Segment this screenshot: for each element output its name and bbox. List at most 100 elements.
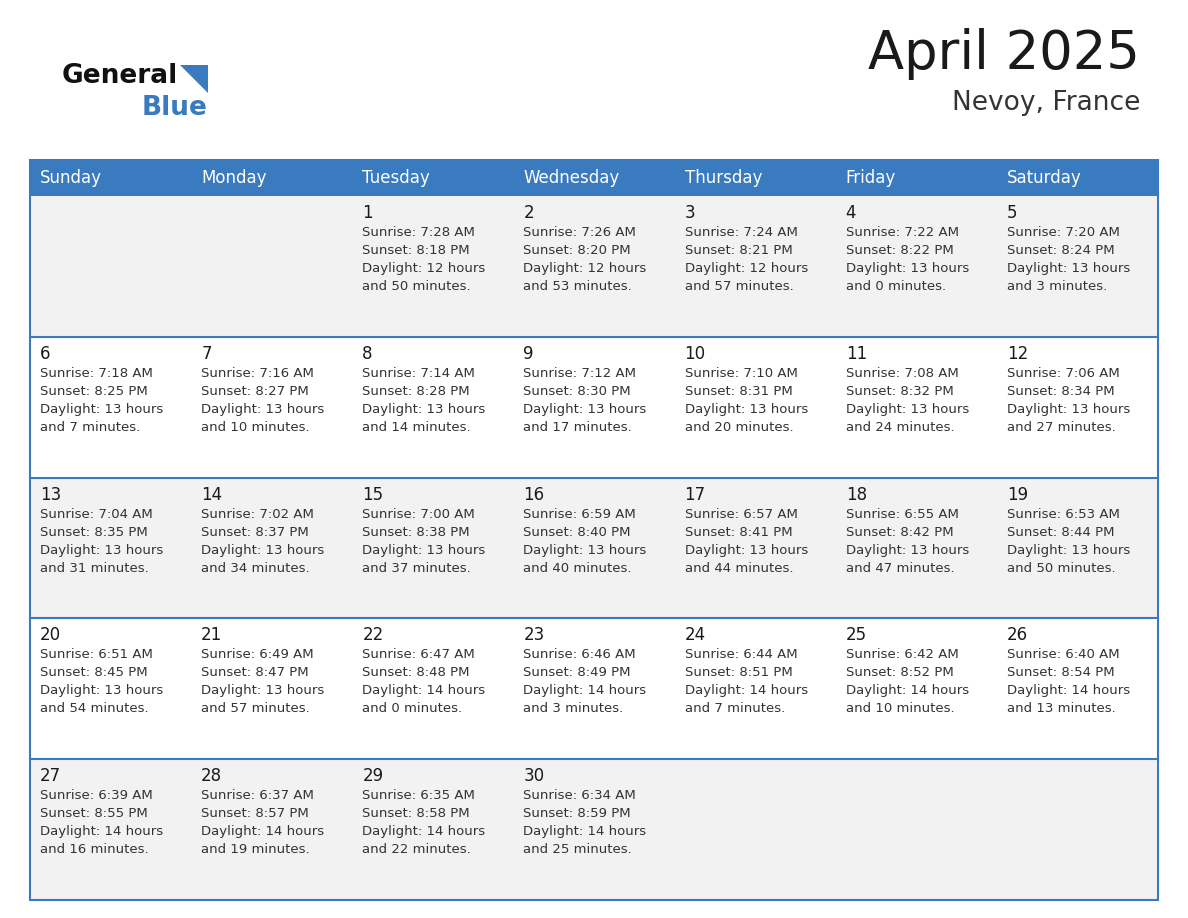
Text: and 7 minutes.: and 7 minutes. bbox=[40, 420, 140, 434]
Text: Thursday: Thursday bbox=[684, 169, 762, 187]
Text: Nevoy, France: Nevoy, France bbox=[952, 90, 1140, 116]
Text: Sunrise: 7:10 AM: Sunrise: 7:10 AM bbox=[684, 367, 797, 380]
Text: Sunset: 8:21 PM: Sunset: 8:21 PM bbox=[684, 244, 792, 257]
Text: and 10 minutes.: and 10 minutes. bbox=[201, 420, 310, 434]
Text: Sunset: 8:20 PM: Sunset: 8:20 PM bbox=[524, 244, 631, 257]
Text: Daylight: 13 hours: Daylight: 13 hours bbox=[201, 543, 324, 556]
Text: Sunset: 8:28 PM: Sunset: 8:28 PM bbox=[362, 385, 470, 397]
Text: Sunrise: 6:59 AM: Sunrise: 6:59 AM bbox=[524, 508, 637, 521]
Text: Sunrise: 6:37 AM: Sunrise: 6:37 AM bbox=[201, 789, 314, 802]
Text: Sunrise: 7:16 AM: Sunrise: 7:16 AM bbox=[201, 367, 314, 380]
Text: Sunrise: 7:24 AM: Sunrise: 7:24 AM bbox=[684, 226, 797, 239]
Text: Daylight: 14 hours: Daylight: 14 hours bbox=[524, 825, 646, 838]
Text: Sunrise: 7:08 AM: Sunrise: 7:08 AM bbox=[846, 367, 959, 380]
Text: Sunset: 8:40 PM: Sunset: 8:40 PM bbox=[524, 526, 631, 539]
Text: Sunset: 8:51 PM: Sunset: 8:51 PM bbox=[684, 666, 792, 679]
Text: and 14 minutes.: and 14 minutes. bbox=[362, 420, 470, 434]
Text: and 37 minutes.: and 37 minutes. bbox=[362, 562, 470, 575]
Text: 27: 27 bbox=[40, 767, 61, 785]
Text: 25: 25 bbox=[846, 626, 867, 644]
Text: Sunrise: 6:42 AM: Sunrise: 6:42 AM bbox=[846, 648, 959, 661]
Text: Sunset: 8:57 PM: Sunset: 8:57 PM bbox=[201, 807, 309, 820]
Text: Daylight: 13 hours: Daylight: 13 hours bbox=[684, 403, 808, 416]
Text: Daylight: 14 hours: Daylight: 14 hours bbox=[362, 825, 486, 838]
Text: Sunrise: 7:22 AM: Sunrise: 7:22 AM bbox=[846, 226, 959, 239]
Text: Sunrise: 6:44 AM: Sunrise: 6:44 AM bbox=[684, 648, 797, 661]
Text: and 3 minutes.: and 3 minutes. bbox=[1007, 280, 1107, 293]
Text: and 27 minutes.: and 27 minutes. bbox=[1007, 420, 1116, 434]
Text: Daylight: 13 hours: Daylight: 13 hours bbox=[362, 543, 486, 556]
Text: 8: 8 bbox=[362, 345, 373, 363]
Text: and 19 minutes.: and 19 minutes. bbox=[201, 844, 310, 856]
Text: Sunset: 8:44 PM: Sunset: 8:44 PM bbox=[1007, 526, 1114, 539]
Text: Sunset: 8:35 PM: Sunset: 8:35 PM bbox=[40, 526, 147, 539]
Text: Daylight: 12 hours: Daylight: 12 hours bbox=[362, 262, 486, 275]
Text: 6: 6 bbox=[40, 345, 51, 363]
Text: Daylight: 14 hours: Daylight: 14 hours bbox=[524, 685, 646, 698]
Text: 3: 3 bbox=[684, 204, 695, 222]
Text: Daylight: 14 hours: Daylight: 14 hours bbox=[201, 825, 324, 838]
Text: 5: 5 bbox=[1007, 204, 1017, 222]
Text: 30: 30 bbox=[524, 767, 544, 785]
Text: Daylight: 14 hours: Daylight: 14 hours bbox=[846, 685, 969, 698]
Text: 23: 23 bbox=[524, 626, 544, 644]
Text: Daylight: 12 hours: Daylight: 12 hours bbox=[524, 262, 646, 275]
Bar bbox=[30, 337, 1158, 477]
Text: Sunrise: 6:40 AM: Sunrise: 6:40 AM bbox=[1007, 648, 1119, 661]
Text: Sunrise: 6:46 AM: Sunrise: 6:46 AM bbox=[524, 648, 636, 661]
Text: Daylight: 14 hours: Daylight: 14 hours bbox=[40, 825, 163, 838]
Text: and 53 minutes.: and 53 minutes. bbox=[524, 280, 632, 293]
Text: Daylight: 13 hours: Daylight: 13 hours bbox=[201, 403, 324, 416]
Text: 4: 4 bbox=[846, 204, 857, 222]
Text: Sunset: 8:30 PM: Sunset: 8:30 PM bbox=[524, 385, 631, 397]
Text: Sunset: 8:48 PM: Sunset: 8:48 PM bbox=[362, 666, 469, 679]
Text: Daylight: 13 hours: Daylight: 13 hours bbox=[846, 543, 969, 556]
Text: Sunrise: 6:51 AM: Sunrise: 6:51 AM bbox=[40, 648, 153, 661]
Bar bbox=[30, 160, 1158, 900]
Text: Sunset: 8:38 PM: Sunset: 8:38 PM bbox=[362, 526, 470, 539]
Text: Daylight: 13 hours: Daylight: 13 hours bbox=[846, 262, 969, 275]
Text: Daylight: 13 hours: Daylight: 13 hours bbox=[40, 685, 163, 698]
Text: 17: 17 bbox=[684, 486, 706, 504]
Text: and 54 minutes.: and 54 minutes. bbox=[40, 702, 148, 715]
Text: Sunset: 8:59 PM: Sunset: 8:59 PM bbox=[524, 807, 631, 820]
Text: and 17 minutes.: and 17 minutes. bbox=[524, 420, 632, 434]
Bar bbox=[30, 759, 1158, 900]
Text: Daylight: 13 hours: Daylight: 13 hours bbox=[201, 685, 324, 698]
Text: 29: 29 bbox=[362, 767, 384, 785]
Text: and 57 minutes.: and 57 minutes. bbox=[684, 280, 794, 293]
Text: 19: 19 bbox=[1007, 486, 1028, 504]
Text: Daylight: 12 hours: Daylight: 12 hours bbox=[684, 262, 808, 275]
Text: 15: 15 bbox=[362, 486, 384, 504]
Text: Sunrise: 6:53 AM: Sunrise: 6:53 AM bbox=[1007, 508, 1120, 521]
Bar bbox=[191, 160, 353, 196]
Text: Daylight: 13 hours: Daylight: 13 hours bbox=[846, 403, 969, 416]
Text: Daylight: 14 hours: Daylight: 14 hours bbox=[684, 685, 808, 698]
Text: Sunrise: 7:26 AM: Sunrise: 7:26 AM bbox=[524, 226, 637, 239]
Text: Sunset: 8:52 PM: Sunset: 8:52 PM bbox=[846, 666, 954, 679]
Text: Daylight: 13 hours: Daylight: 13 hours bbox=[40, 543, 163, 556]
Text: Daylight: 13 hours: Daylight: 13 hours bbox=[524, 543, 646, 556]
Text: 10: 10 bbox=[684, 345, 706, 363]
Text: Blue: Blue bbox=[143, 95, 208, 121]
Text: 13: 13 bbox=[40, 486, 62, 504]
Text: Sunset: 8:37 PM: Sunset: 8:37 PM bbox=[201, 526, 309, 539]
Text: and 44 minutes.: and 44 minutes. bbox=[684, 562, 794, 575]
Text: Sunset: 8:45 PM: Sunset: 8:45 PM bbox=[40, 666, 147, 679]
Text: and 24 minutes.: and 24 minutes. bbox=[846, 420, 954, 434]
Text: and 25 minutes.: and 25 minutes. bbox=[524, 844, 632, 856]
Text: Sunrise: 7:28 AM: Sunrise: 7:28 AM bbox=[362, 226, 475, 239]
Bar bbox=[30, 160, 191, 196]
Text: Tuesday: Tuesday bbox=[362, 169, 430, 187]
Text: Sunrise: 6:35 AM: Sunrise: 6:35 AM bbox=[362, 789, 475, 802]
Text: 26: 26 bbox=[1007, 626, 1028, 644]
Text: 9: 9 bbox=[524, 345, 533, 363]
Bar bbox=[30, 196, 1158, 337]
Text: 21: 21 bbox=[201, 626, 222, 644]
Text: 2: 2 bbox=[524, 204, 535, 222]
Text: Sunset: 8:25 PM: Sunset: 8:25 PM bbox=[40, 385, 147, 397]
Text: Sunset: 8:18 PM: Sunset: 8:18 PM bbox=[362, 244, 470, 257]
Text: Sunset: 8:34 PM: Sunset: 8:34 PM bbox=[1007, 385, 1114, 397]
Text: Sunrise: 6:57 AM: Sunrise: 6:57 AM bbox=[684, 508, 797, 521]
Text: Daylight: 13 hours: Daylight: 13 hours bbox=[524, 403, 646, 416]
